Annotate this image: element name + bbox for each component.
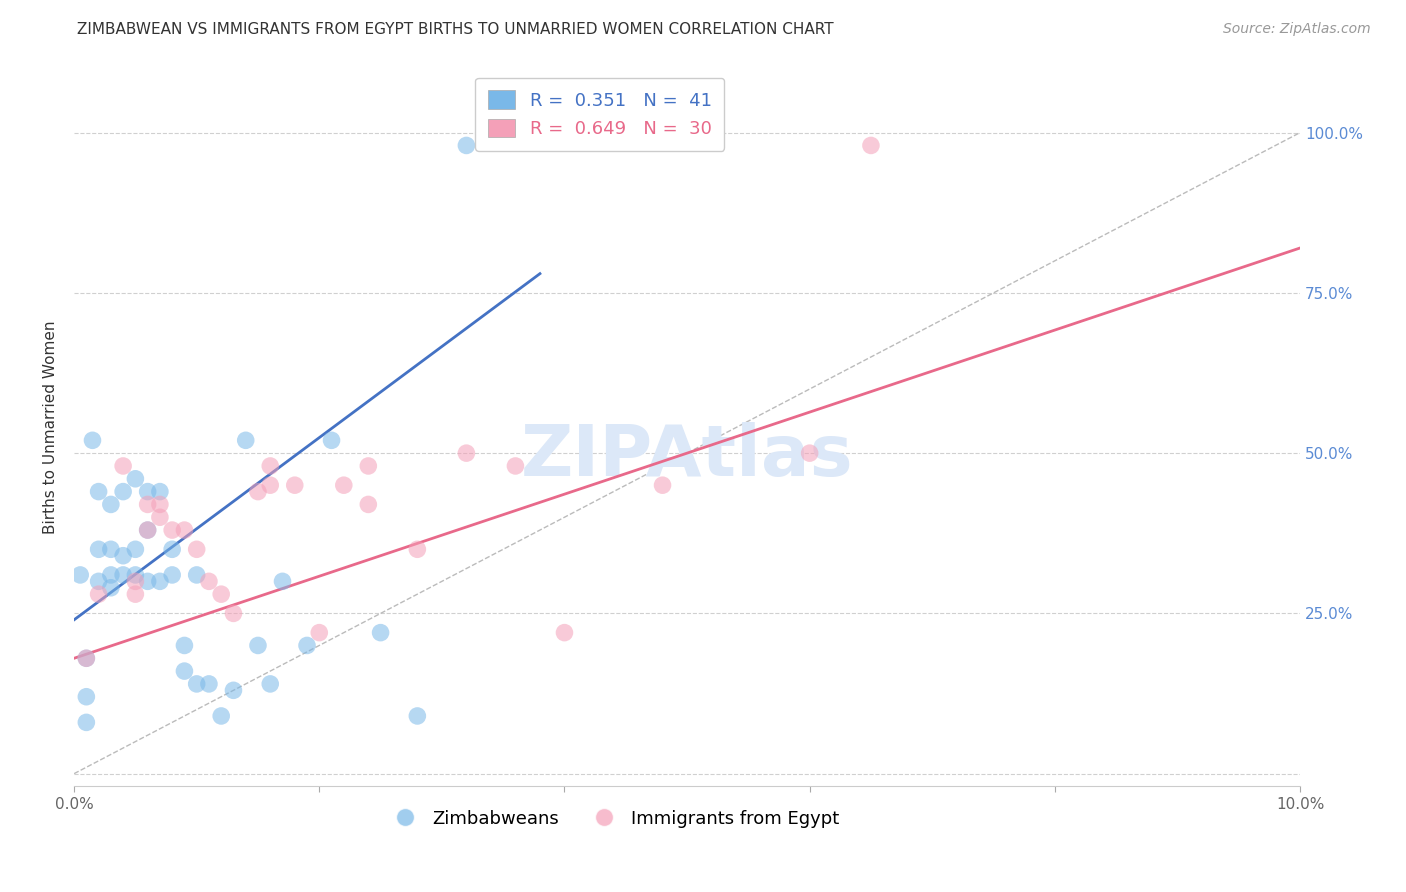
- Point: [100, 581, 122, 595]
- Point: [295, 639, 318, 653]
- Point: [284, 478, 307, 492]
- Point: [100, 568, 122, 582]
- Point: [259, 458, 281, 473]
- Point: [235, 434, 257, 448]
- Point: [75, 651, 97, 665]
- Point: [136, 574, 159, 589]
- Point: [799, 446, 821, 460]
- Point: [308, 625, 330, 640]
- Point: [136, 484, 159, 499]
- Point: [173, 639, 195, 653]
- Point: [246, 484, 269, 499]
- Point: [456, 138, 478, 153]
- Point: [859, 138, 882, 153]
- Point: [136, 523, 159, 537]
- Point: [198, 677, 221, 691]
- Point: [222, 607, 245, 621]
- Point: [100, 542, 122, 557]
- Point: [222, 683, 245, 698]
- Point: [87, 587, 110, 601]
- Point: [75, 651, 97, 665]
- Point: [124, 472, 146, 486]
- Point: [136, 497, 159, 511]
- Y-axis label: Births to Unmarried Women: Births to Unmarried Women: [44, 321, 58, 534]
- Point: [160, 523, 183, 537]
- Point: [87, 542, 110, 557]
- Point: [112, 484, 135, 499]
- Point: [186, 568, 208, 582]
- Point: [69, 568, 91, 582]
- Point: [173, 523, 195, 537]
- Point: [160, 542, 183, 557]
- Point: [246, 639, 269, 653]
- Point: [271, 574, 294, 589]
- Point: [259, 478, 281, 492]
- Point: [136, 523, 159, 537]
- Point: [406, 709, 429, 723]
- Point: [160, 568, 183, 582]
- Point: [456, 446, 478, 460]
- Point: [406, 542, 429, 557]
- Point: [124, 587, 146, 601]
- Point: [357, 458, 380, 473]
- Point: [75, 715, 97, 730]
- Point: [321, 434, 343, 448]
- Text: Source: ZipAtlas.com: Source: ZipAtlas.com: [1223, 22, 1371, 37]
- Legend: Zimbabweans, Immigrants from Egypt: Zimbabweans, Immigrants from Egypt: [380, 803, 846, 835]
- Point: [124, 574, 146, 589]
- Point: [100, 497, 122, 511]
- Point: [259, 677, 281, 691]
- Point: [149, 484, 172, 499]
- Point: [209, 587, 232, 601]
- Point: [173, 664, 195, 678]
- Point: [82, 434, 104, 448]
- Point: [651, 478, 673, 492]
- Point: [505, 458, 527, 473]
- Point: [209, 709, 232, 723]
- Point: [357, 497, 380, 511]
- Point: [87, 574, 110, 589]
- Point: [112, 549, 135, 563]
- Point: [75, 690, 97, 704]
- Point: [149, 510, 172, 524]
- Text: ZIMBABWEAN VS IMMIGRANTS FROM EGYPT BIRTHS TO UNMARRIED WOMEN CORRELATION CHART: ZIMBABWEAN VS IMMIGRANTS FROM EGYPT BIRT…: [77, 22, 834, 37]
- Point: [370, 625, 392, 640]
- Point: [198, 574, 221, 589]
- Point: [124, 568, 146, 582]
- Text: ZIPAtlas: ZIPAtlas: [520, 422, 853, 491]
- Point: [333, 478, 356, 492]
- Point: [149, 574, 172, 589]
- Point: [112, 458, 135, 473]
- Point: [112, 568, 135, 582]
- Point: [87, 484, 110, 499]
- Point: [149, 497, 172, 511]
- Point: [124, 542, 146, 557]
- Point: [186, 677, 208, 691]
- Point: [186, 542, 208, 557]
- Point: [553, 625, 575, 640]
